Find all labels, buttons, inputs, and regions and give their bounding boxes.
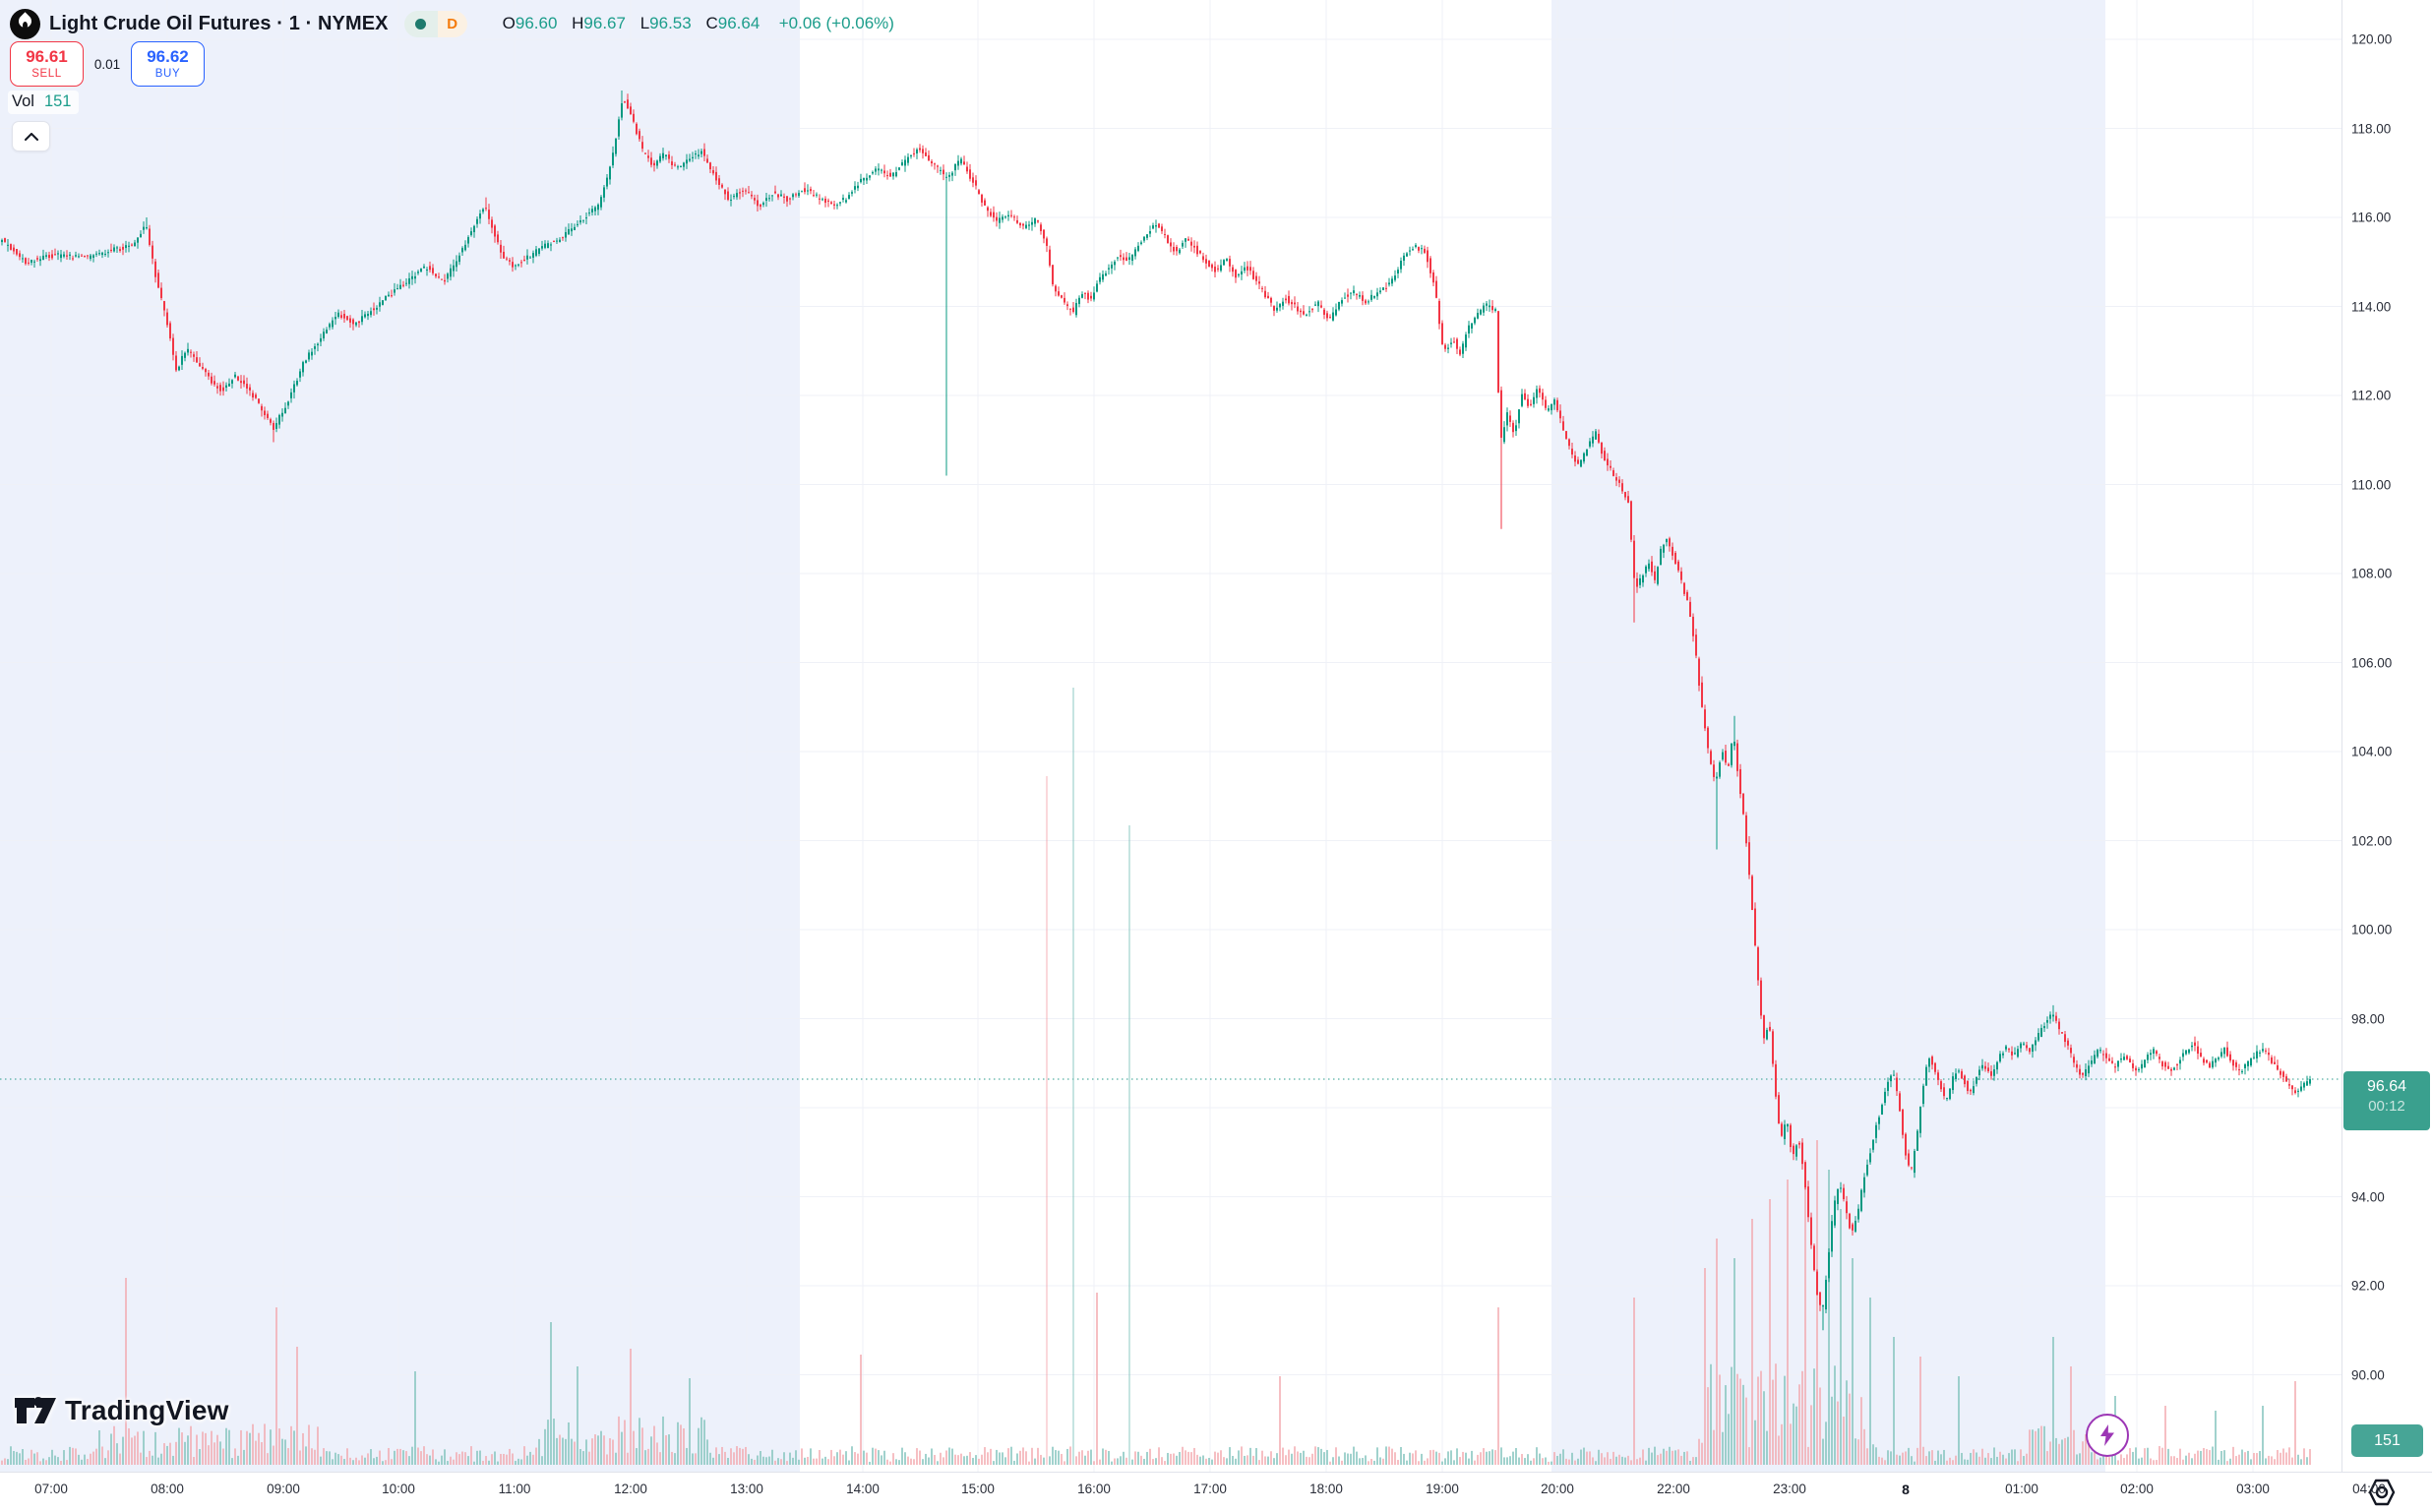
sell-label: SELL — [31, 67, 62, 80]
high-key: H — [572, 14, 584, 32]
low-value: 96.53 — [649, 14, 692, 32]
time-axis-label: 08:00 — [151, 1482, 184, 1496]
spread-value: 0.01 — [93, 56, 121, 72]
symbol-header: Light Crude Oil Futures · 1 · NYMEX D O9… — [10, 6, 894, 41]
time-axis-label: 01:00 — [2005, 1482, 2038, 1496]
axis-settings-gear-icon[interactable] — [2363, 1476, 2401, 1509]
time-axis-label: 11:00 — [498, 1482, 531, 1496]
sell-button[interactable]: 96.61 SELL — [10, 41, 84, 87]
vol-value: 151 — [43, 92, 72, 110]
trade-panel: 96.61 SELL 0.01 96.62 BUY — [10, 41, 205, 87]
time-axis-label: 22:00 — [1657, 1482, 1690, 1496]
bar-countdown: 00:12 — [2368, 1098, 2405, 1116]
price-axis-label: 94.00 — [2351, 1189, 2385, 1204]
high-value: 96.67 — [583, 14, 626, 32]
time-axis[interactable]: 07:00 08:00 09:00 10:00 11:00 12:00 13:00 14:00… — [0, 1472, 2432, 1512]
volume-indicator-legend[interactable]: Vol 151 — [8, 91, 80, 114]
price-axis-label: 120.00 — [2351, 31, 2393, 47]
symbol-title[interactable]: Light Crude Oil Futures · 1 · NYMEX — [49, 12, 389, 34]
time-axis-label: 19:00 — [1426, 1482, 1459, 1496]
sell-price: 96.61 — [26, 46, 68, 66]
price-axis-label: 92.00 — [2351, 1278, 2385, 1294]
tradingview-watermark-text: TradingView — [65, 1395, 229, 1425]
time-axis-label: 04:00 — [2352, 1482, 2386, 1496]
lightning-bolt-icon — [2100, 1424, 2114, 1446]
low-key: L — [639, 14, 650, 32]
chevron-up-icon — [24, 132, 38, 141]
last-price-value: 96.64 — [2366, 1078, 2407, 1096]
price-axis-label: 116.00 — [2351, 210, 2392, 225]
price-axis-label: 90.00 — [2351, 1367, 2385, 1382]
candlestick-chart-pane[interactable] — [0, 0, 2341, 1511]
buy-label: BUY — [154, 67, 181, 80]
time-axis-label: 02:00 — [2120, 1482, 2154, 1496]
price-axis[interactable]: 96.64 00:12 151 120.00 118.00 116.00 114.00… — [2341, 0, 2432, 1472]
time-axis-label: 15:00 — [961, 1482, 995, 1496]
change-value: +0.06 (+0.06%) — [778, 14, 894, 32]
price-axis-label: 102.00 — [2351, 833, 2393, 848]
open-key: O — [502, 14, 516, 32]
time-axis-label: 10:00 — [382, 1482, 415, 1496]
price-axis-label: 100.00 — [2351, 922, 2393, 937]
buy-price: 96.62 — [147, 46, 189, 66]
price-axis-label: 112.00 — [2351, 388, 2392, 403]
oil-symbol-icon[interactable] — [10, 8, 40, 39]
price-axis-label: 106.00 — [2351, 655, 2393, 670]
vol-label: Vol — [12, 92, 34, 110]
price-axis-label: 98.00 — [2351, 1011, 2385, 1026]
close-key: C — [705, 14, 718, 32]
open-value: 96.60 — [515, 14, 558, 32]
delayed-data-badge: D — [437, 10, 467, 37]
session-band — [0, 0, 800, 1472]
time-axis-label: 20:00 — [1541, 1482, 1574, 1496]
time-axis-label: 18:00 — [1309, 1482, 1343, 1496]
time-axis-label: 12:00 — [614, 1482, 647, 1496]
close-value: 96.64 — [717, 14, 760, 32]
time-axis-label: 03:00 — [2236, 1482, 2270, 1496]
instant-order-lightning-button[interactable] — [2086, 1414, 2129, 1457]
time-axis-label: 23:00 — [1773, 1482, 1806, 1496]
time-axis-label: 14:00 — [846, 1482, 880, 1496]
price-axis-label: 110.00 — [2351, 477, 2392, 492]
tradingview-logo-icon — [15, 1397, 56, 1423]
market-status-pill[interactable]: D — [403, 10, 467, 37]
collapse-panel-button[interactable] — [12, 121, 50, 151]
time-axis-label: 16:00 — [1077, 1482, 1111, 1496]
time-axis-label: 8 — [1902, 1482, 1910, 1497]
tradingview-watermark: TradingView — [14, 1393, 229, 1428]
volume-axis-badge: 151 — [2351, 1424, 2423, 1457]
price-axis-label: 118.00 — [2351, 121, 2392, 136]
price-axis-label: 114.00 — [2351, 299, 2392, 314]
last-price-label: 96.64 00:12 — [2343, 1071, 2430, 1131]
price-axis-label: 104.00 — [2351, 744, 2393, 759]
price-axis-label: 108.00 — [2351, 566, 2393, 581]
ohlc-readout: O96.60 H96.67 L96.53 C96.64 +0.06 (+0.06… — [493, 14, 894, 33]
volume-bars — [1, 688, 2311, 1465]
time-axis-label: 13:00 — [730, 1482, 763, 1496]
time-axis-label: 09:00 — [267, 1482, 300, 1496]
time-axis-label: 07:00 — [34, 1482, 68, 1496]
market-open-dot-icon — [403, 10, 438, 37]
candles — [1, 91, 2311, 1331]
time-axis-label: 17:00 — [1193, 1482, 1227, 1496]
buy-button[interactable]: 96.62 BUY — [131, 41, 205, 87]
